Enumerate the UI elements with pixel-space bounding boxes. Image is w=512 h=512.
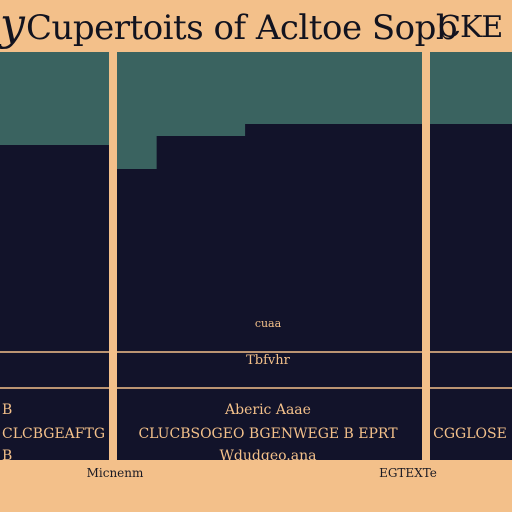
- light-area-series: [0, 52, 512, 169]
- chart-title-suffix: CKE: [438, 10, 503, 45]
- label-cuaa: cuaa: [255, 317, 282, 330]
- footer-label-1: Micnenm: [87, 466, 144, 480]
- separator-2: [422, 52, 430, 462]
- title-left-glyph: y: [0, 0, 25, 50]
- label-clucbso: CLUCBSOGEO BGENWEGE B EPRT: [138, 426, 398, 442]
- chart-title: Cupertoits of Acltoe Sopb: [26, 8, 458, 48]
- left-label-2: CLCBGEAFTG: [2, 426, 105, 442]
- right-label-1: CGGLOSE: [433, 426, 507, 442]
- left-label-3: B: [2, 448, 12, 464]
- footer-label-2: EGTEXTe: [379, 466, 437, 480]
- separator-1: [109, 52, 117, 462]
- label-aberic: Aberic Aaae: [224, 402, 311, 418]
- title-bar: y Cupertoits of Acltoe Sopb CKE: [0, 0, 512, 52]
- label-wdudgeo: Wdudgeo.ana: [220, 448, 317, 464]
- left-label-1: B: [2, 402, 12, 418]
- label-tbfvhr: Tbfvhr: [246, 353, 291, 368]
